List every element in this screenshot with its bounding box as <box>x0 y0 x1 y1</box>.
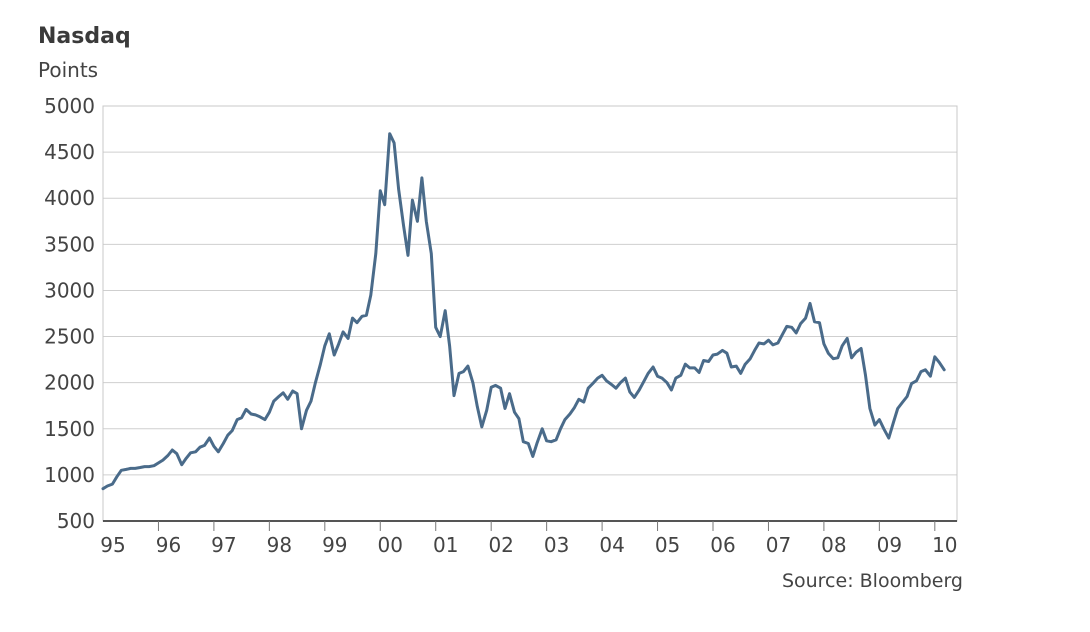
x-tick-label: 09 <box>877 533 902 557</box>
x-tick-label: 03 <box>544 533 569 557</box>
y-tick-label: 3000 <box>44 278 95 302</box>
source-note: Source: Bloomberg <box>781 570 963 592</box>
y-tick-label: 1000 <box>44 463 95 487</box>
y-tick-label: 4500 <box>44 140 95 164</box>
y-tick-label: 4000 <box>44 186 95 210</box>
x-tick-label: 98 <box>267 533 292 557</box>
x-tick-label: 01 <box>433 533 458 557</box>
chart-title: Nasdaq <box>38 24 131 49</box>
x-tick-label: 06 <box>710 533 735 557</box>
x-tick-label: 99 <box>322 533 347 557</box>
y-axis-unit-label: Points <box>38 58 99 82</box>
y-tick-label: 5000 <box>44 94 95 118</box>
x-tick-label: 04 <box>599 533 624 557</box>
x-tick-labels: 95 96 97 98 99 00 01 02 03 04 05 06 07 08 09 10 <box>100 533 957 557</box>
x-tick-label: 00 <box>378 533 403 557</box>
x-tick-label: 96 <box>156 533 181 557</box>
plot-frame <box>102 105 958 522</box>
y-tick-label: 500 <box>57 509 95 533</box>
axes <box>103 520 957 531</box>
x-tick-label: 95 <box>100 533 125 557</box>
x-tick-label: 10 <box>932 533 957 557</box>
y-tick-label: 1500 <box>44 417 95 441</box>
x-tick-label: 08 <box>821 533 846 557</box>
series-line-nasdaq <box>101 132 946 491</box>
x-tick-label: 97 <box>211 533 236 557</box>
y-tick-label: 3500 <box>44 232 95 256</box>
x-tick-label: 02 <box>488 533 513 557</box>
x-tick-label: 07 <box>766 533 791 557</box>
y-tick-labels: 500 1000 1500 2000 2500 3000 3500 4000 4500 5000 <box>44 94 95 533</box>
y-tick-label: 2000 <box>44 371 95 395</box>
grid-lines <box>103 105 957 476</box>
x-tick-label: 05 <box>655 533 680 557</box>
y-tick-label: 2500 <box>44 325 95 349</box>
